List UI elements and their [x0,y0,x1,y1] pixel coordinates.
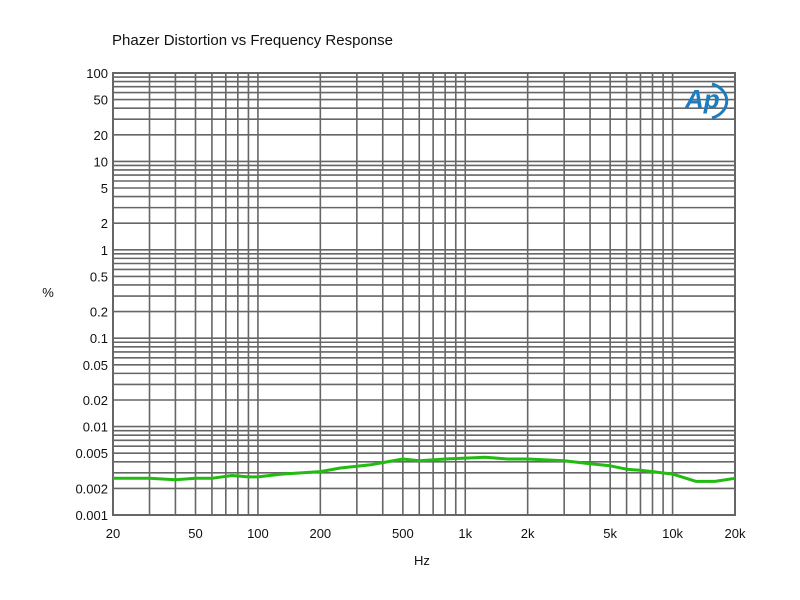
x-tick-label: 50 [188,526,202,541]
y-axis-label: % [42,285,54,300]
x-tick-label: 2k [521,526,535,541]
x-tick-label: 1k [458,526,472,541]
x-ticks: 20 50 100 200 500 1k 2k 5k 10k 20k [106,526,746,541]
y-tick-label: 2 [101,216,108,231]
y-tick-label: 20 [94,128,108,143]
y-tick-label: 0.02 [83,393,108,408]
x-tick-label: 20 [106,526,120,541]
y-tick-label: 0.002 [75,481,108,496]
y-tick-label: 100 [86,66,108,81]
x-tick-label: 10k [662,526,683,541]
y-tick-label: 1 [101,243,108,258]
x-axis-label: Hz [414,553,430,568]
series [113,455,736,483]
x-tick-label: 100 [247,526,269,541]
x-tick-label: 20k [725,526,746,541]
x-tick-label: 500 [392,526,414,541]
y-tick-label: 0.5 [90,269,108,284]
ap-logo-text: Ap [684,84,720,114]
y-tick-label: 0.005 [75,446,108,461]
y-ticks: 100 50 20 10 5 2 1 0.5 0.2 0.1 0.05 0.02 0.01 0.005 0.… [75,66,108,523]
series-line [113,455,736,483]
x-tick-label: 200 [309,526,331,541]
x-tick-label: 5k [603,526,617,541]
ap-logo: Ap [684,82,729,120]
grid [112,72,736,516]
plot-border [112,72,736,516]
y-tick-label: 50 [94,93,108,108]
y-tick-label: 0.01 [83,420,108,435]
y-tick-label: 0.001 [75,508,108,523]
y-tick-label: 5 [101,181,108,196]
y-tick-label: 10 [94,154,108,169]
chart-title: Phazer Distortion vs Frequency Response [112,32,393,49]
y-tick-label: 0.1 [90,331,108,346]
y-tick-label: 0.2 [90,305,108,320]
y-tick-label: 0.05 [83,358,108,373]
